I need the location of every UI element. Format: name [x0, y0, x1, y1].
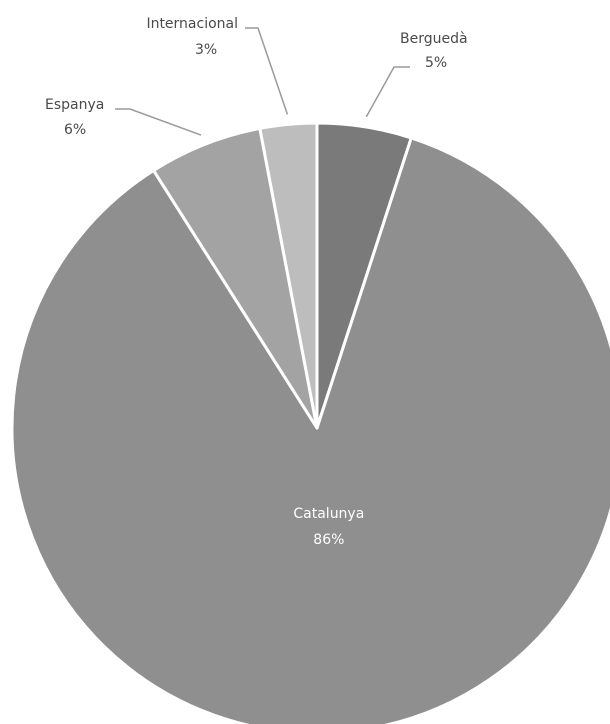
slice-label-internacional: Internacional [146, 16, 238, 32]
slice-label-catalunya: Catalunya [293, 506, 364, 522]
leader-line-internacional [245, 27, 289, 115]
slice-internacional [258, 121, 319, 430]
slice-label-espanya: Espanya [45, 97, 104, 113]
slice-labels: Berguedà 5% Catalunya 86% Espanya 6% Internaci… [45, 16, 468, 548]
slice-catalunya [10, 136, 610, 724]
slice-value-catalunya: 86% [313, 532, 344, 548]
slice-label-bergueda: Berguedà [400, 31, 468, 47]
slice-value-internacional: 3% [195, 42, 217, 58]
slice-value-bergueda: 5% [425, 55, 447, 71]
leader-lines [115, 27, 410, 136]
leader-line-espanya [115, 108, 202, 136]
pie-slices [10, 121, 610, 724]
leader-line-bergueda [365, 66, 410, 118]
slice-value-espanya: 6% [64, 122, 86, 138]
